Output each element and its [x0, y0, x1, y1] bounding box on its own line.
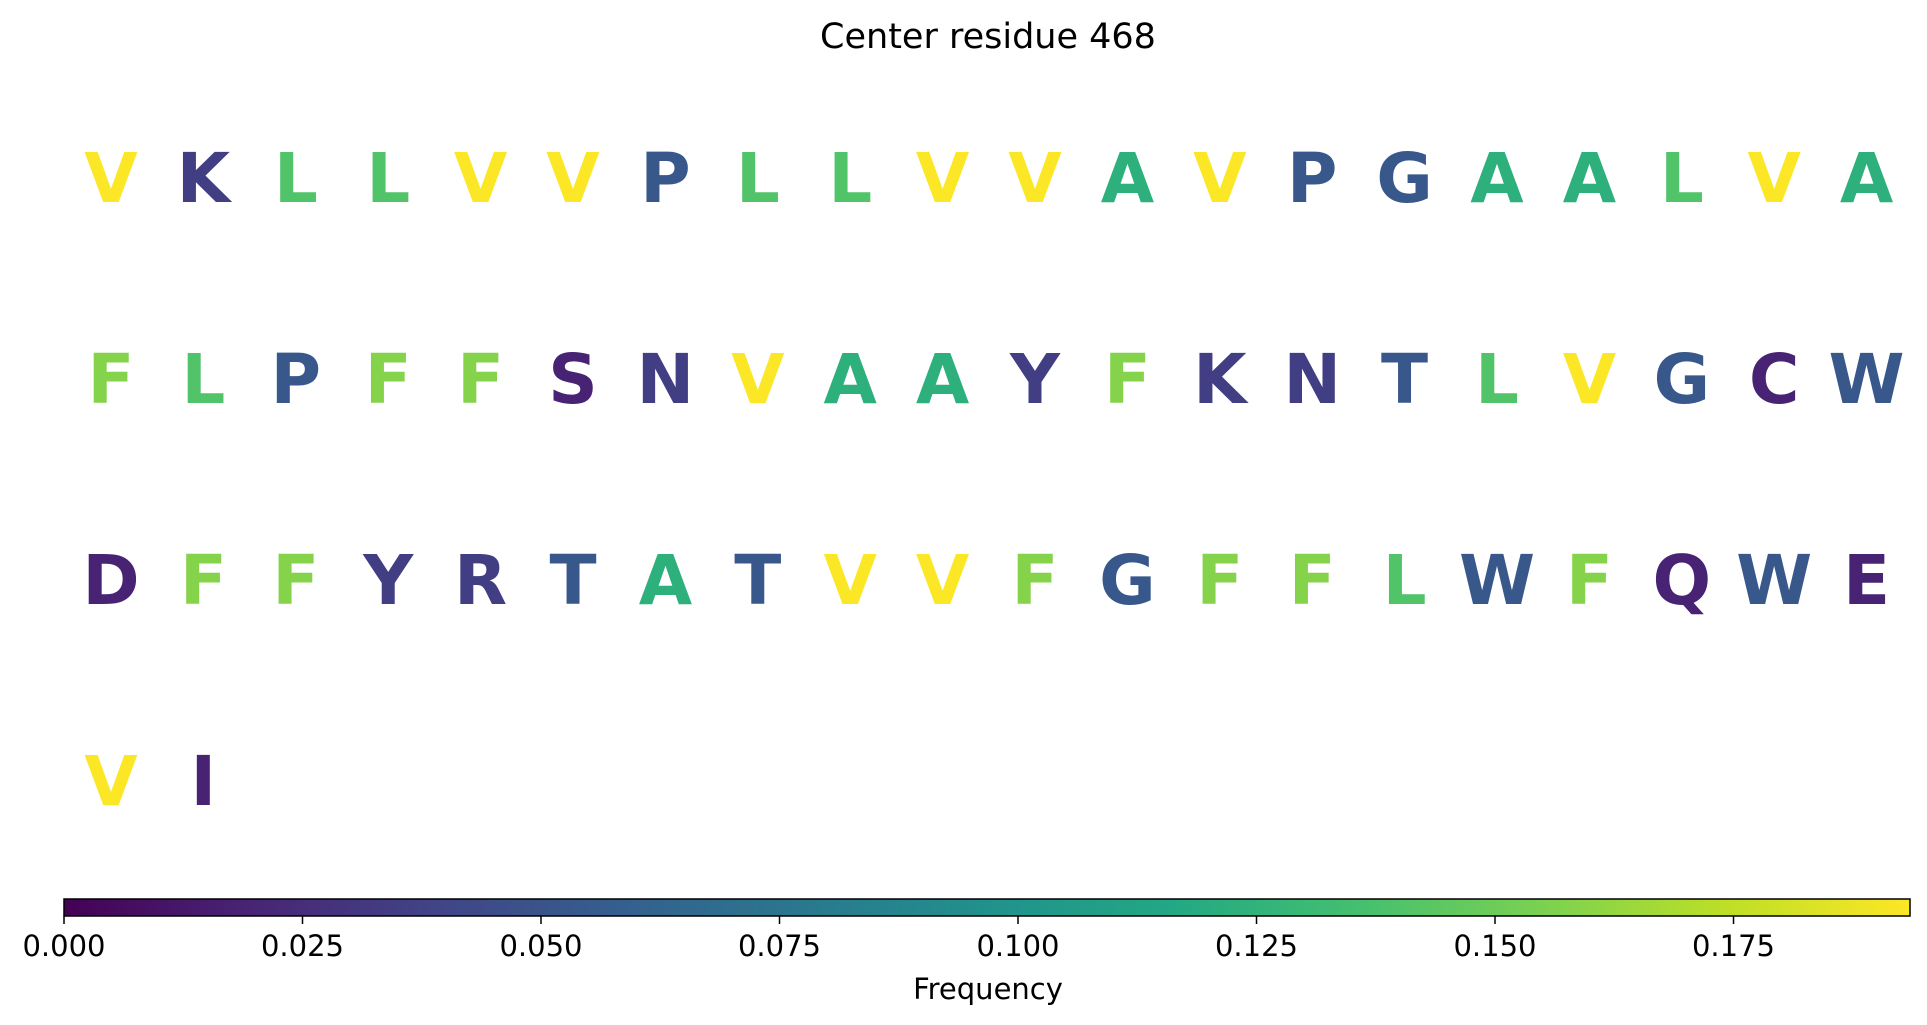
residue-letter: L: [366, 139, 410, 219]
residue-letter: N: [637, 340, 695, 420]
residue-letter: S: [548, 340, 598, 420]
residue-letter: F: [1104, 340, 1151, 420]
colorbar-tick-label: 0.050: [499, 929, 582, 963]
residue-letter: A: [823, 340, 877, 420]
residue-letter: K: [177, 139, 233, 219]
residue-letter: N: [1283, 340, 1341, 420]
colorbar-tick-label: 0.150: [1453, 929, 1536, 963]
residue-letter: T: [734, 541, 781, 621]
residue-letter: T: [549, 541, 596, 621]
colorbar-tick-label: 0.000: [22, 929, 105, 963]
residue-letter: F: [365, 340, 412, 420]
residue-letter: C: [1749, 340, 1800, 420]
residue-letter: V: [84, 139, 138, 219]
residue-letter: V: [916, 139, 970, 219]
colorbar-tick-label: 0.125: [1215, 929, 1298, 963]
residue-letter: L: [828, 139, 872, 219]
residue-letter: W: [1459, 541, 1535, 621]
colorbar-tick-label: 0.025: [261, 929, 344, 963]
residue-letter: L: [1475, 340, 1519, 420]
residue-letter: P: [271, 340, 322, 420]
residue-letter: L: [736, 139, 780, 219]
chart-title: Center residue 468: [820, 17, 1156, 57]
residue-letter: A: [1840, 139, 1894, 219]
residue-letter: I: [191, 742, 217, 822]
residue-letter: K: [1193, 340, 1249, 420]
residue-letter: F: [1566, 541, 1613, 621]
residue-letter: V: [1193, 139, 1247, 219]
residue-letter: F: [1196, 541, 1243, 621]
residue-letter: F: [87, 340, 134, 420]
residue-letter: A: [639, 541, 693, 621]
residue-letter: F: [180, 541, 227, 621]
residue-letter: F: [1011, 541, 1058, 621]
residue-letter: P: [640, 139, 691, 219]
residue-letter: V: [823, 541, 877, 621]
residue-letter: L: [181, 340, 225, 420]
residue-letter: A: [1563, 139, 1617, 219]
residue-letter: G: [1376, 139, 1433, 219]
residue-letter: F: [272, 541, 319, 621]
residue-letter: Q: [1652, 541, 1711, 621]
colorbar-gradient: [63, 898, 1911, 917]
colorbar-label: Frequency: [913, 972, 1063, 1006]
colorbar-tick-label: 0.100: [976, 929, 1059, 963]
residue-letter: G: [1653, 340, 1710, 420]
residue-letter: A: [1470, 139, 1524, 219]
residue-letter: V: [916, 541, 970, 621]
residue-letter: R: [454, 541, 507, 621]
residue-grid: V K L L V V P L L V V A V P G A A L V AF L P F F S N V A A Y F K N T L V G C W…: [82, 139, 1904, 822]
residue-letter: E: [1843, 541, 1890, 621]
residue-letter: V: [1747, 139, 1801, 219]
residue-letter: P: [1287, 139, 1338, 219]
residue-letter: F: [457, 340, 504, 420]
colorbar-ticks: 0.000 0.025 0.050 0.075 0.100 0.125 0.150 0.175: [22, 916, 1775, 963]
residue-letter: Y: [1009, 340, 1061, 420]
residue-letter: A: [1101, 139, 1155, 219]
residue-letter: G: [1099, 541, 1156, 621]
residue-letter: V: [1008, 139, 1062, 219]
residue-letter: W: [1829, 340, 1905, 420]
residue-letter: V: [1563, 340, 1617, 420]
colorbar-tick-label: 0.075: [738, 929, 821, 963]
residue-letter: L: [1383, 541, 1427, 621]
colorbar-tick-label: 0.175: [1692, 929, 1775, 963]
residue-letter: A: [916, 340, 970, 420]
residue-letter: F: [1289, 541, 1336, 621]
residue-letter: V: [84, 742, 138, 822]
residue-letter: L: [1660, 139, 1704, 219]
residue-letter: V: [546, 139, 600, 219]
residue-letter: V: [731, 340, 785, 420]
residue-letter: T: [1381, 340, 1428, 420]
colorbar: 0.000 0.025 0.050 0.075 0.100 0.125 0.150 0.175…: [22, 898, 1911, 1006]
residue-letter: V: [454, 139, 508, 219]
residue-letter: L: [274, 139, 318, 219]
residue-letter: D: [82, 541, 139, 621]
residue-letter: W: [1736, 541, 1812, 621]
residue-letter: Y: [362, 541, 414, 621]
